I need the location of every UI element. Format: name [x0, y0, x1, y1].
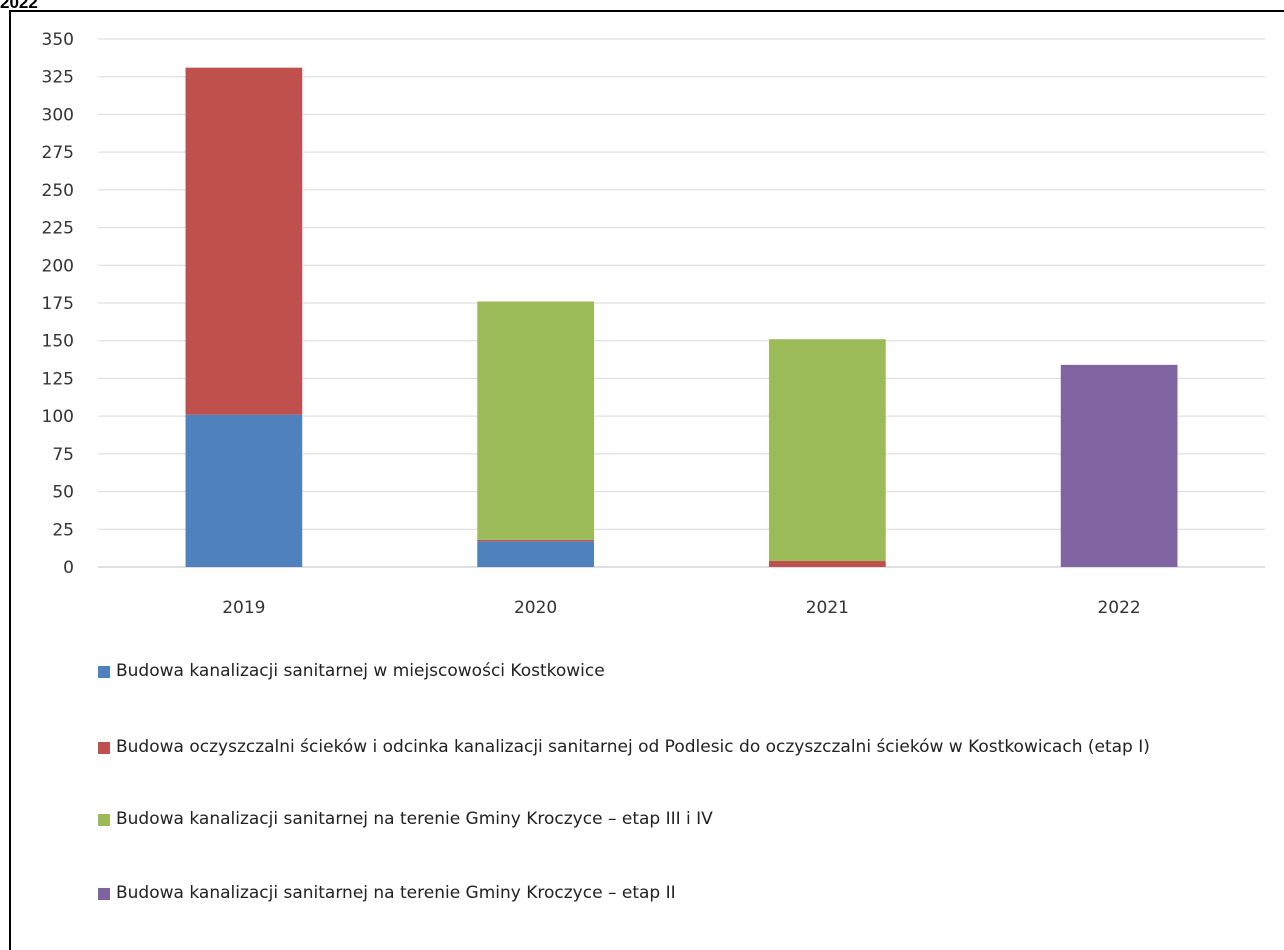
bar-segment: [769, 339, 886, 561]
y-tick-label: 200: [42, 256, 74, 276]
chart-caption: 2022: [0, 0, 38, 12]
x-tick-label: 2019: [222, 598, 265, 618]
chart-plot: 0 25 50 75 100 125 150 175 200 225 250 275 300 325 350…: [42, 30, 1265, 618]
bar-segment: [477, 541, 594, 567]
legend-swatch: [98, 814, 110, 826]
legend-item: Budowa kanalizacji sanitarnej na terenie…: [98, 879, 1236, 907]
bar-segment: [185, 414, 303, 567]
legend-label: Budowa kanalizacji sanitarnej na terenie…: [116, 809, 713, 829]
y-tick-label: 150: [42, 332, 74, 352]
x-tick-label: 2022: [1097, 598, 1140, 618]
y-tick-label: 250: [42, 181, 74, 201]
legend-swatch: [98, 742, 110, 754]
x-tick-label: 2021: [806, 598, 849, 618]
y-tick-label: 175: [42, 294, 74, 314]
bar-segment: [477, 539, 594, 542]
legend-item: Budowa oczyszczalni ścieków i odcinka ka…: [98, 733, 1236, 761]
bar-segment: [477, 301, 594, 540]
legend-item: Budowa kanalizacji sanitarnej w miejscow…: [98, 657, 1236, 685]
y-tick-label: 350: [42, 30, 74, 50]
y-tick-label: 75: [52, 445, 74, 465]
y-tick-label: 325: [42, 68, 74, 88]
x-tick-label: 2020: [514, 598, 557, 618]
legend-label: Budowa oczyszczalni ścieków i odcinka ka…: [116, 737, 1150, 757]
legend-label: Budowa kanalizacji sanitarnej na terenie…: [116, 883, 676, 903]
legend-swatch: [98, 888, 110, 900]
chart-frame: [9, 10, 1284, 950]
y-tick-label: 50: [52, 483, 74, 503]
y-tick-label: 25: [52, 520, 74, 540]
bar-segment: [185, 67, 303, 415]
y-tick-label: 225: [42, 219, 74, 239]
y-tick-label: 0: [63, 558, 74, 578]
bar-segment: [769, 560, 886, 567]
y-tick-label: 275: [42, 143, 74, 163]
bar-segment: [1060, 364, 1178, 567]
y-tick-label: 125: [42, 369, 74, 389]
legend-item: Budowa kanalizacji sanitarnej na terenie…: [98, 805, 1236, 833]
legend-swatch: [98, 666, 110, 678]
y-tick-label: 100: [42, 407, 74, 427]
legend-label: Budowa kanalizacji sanitarnej w miejscow…: [116, 661, 605, 681]
y-tick-label: 300: [42, 105, 74, 125]
